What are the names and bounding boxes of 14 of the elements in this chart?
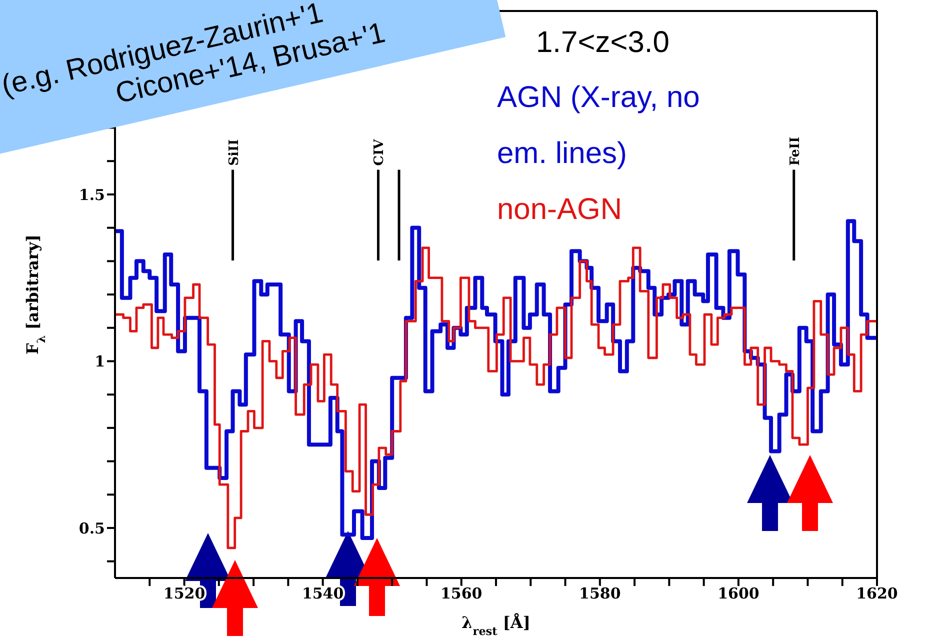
x-tick-label: 1580 bbox=[579, 584, 621, 603]
series-label: non-AGN bbox=[497, 192, 624, 228]
x-axis-title: λ$_{rest}$ [Å] bbox=[462, 613, 530, 638]
y-tick-label: 1.5 bbox=[78, 186, 105, 204]
ref-line-label: SiII bbox=[226, 139, 242, 166]
x-tick-label: 1560 bbox=[440, 584, 482, 603]
ref-line-label: CIV bbox=[372, 138, 388, 166]
ref-line-label: FeII bbox=[788, 136, 803, 166]
x-tick-label: 1600 bbox=[718, 584, 760, 603]
y-tick-label: 0.5 bbox=[78, 519, 105, 538]
y-tick-label: 1 bbox=[94, 352, 105, 371]
text: AGN (X-ray, no em. lines) bbox=[497, 80, 701, 172]
x-tick-label: 1620 bbox=[856, 584, 898, 603]
annotation: 1.7<z<3.0 bbox=[536, 26, 670, 60]
